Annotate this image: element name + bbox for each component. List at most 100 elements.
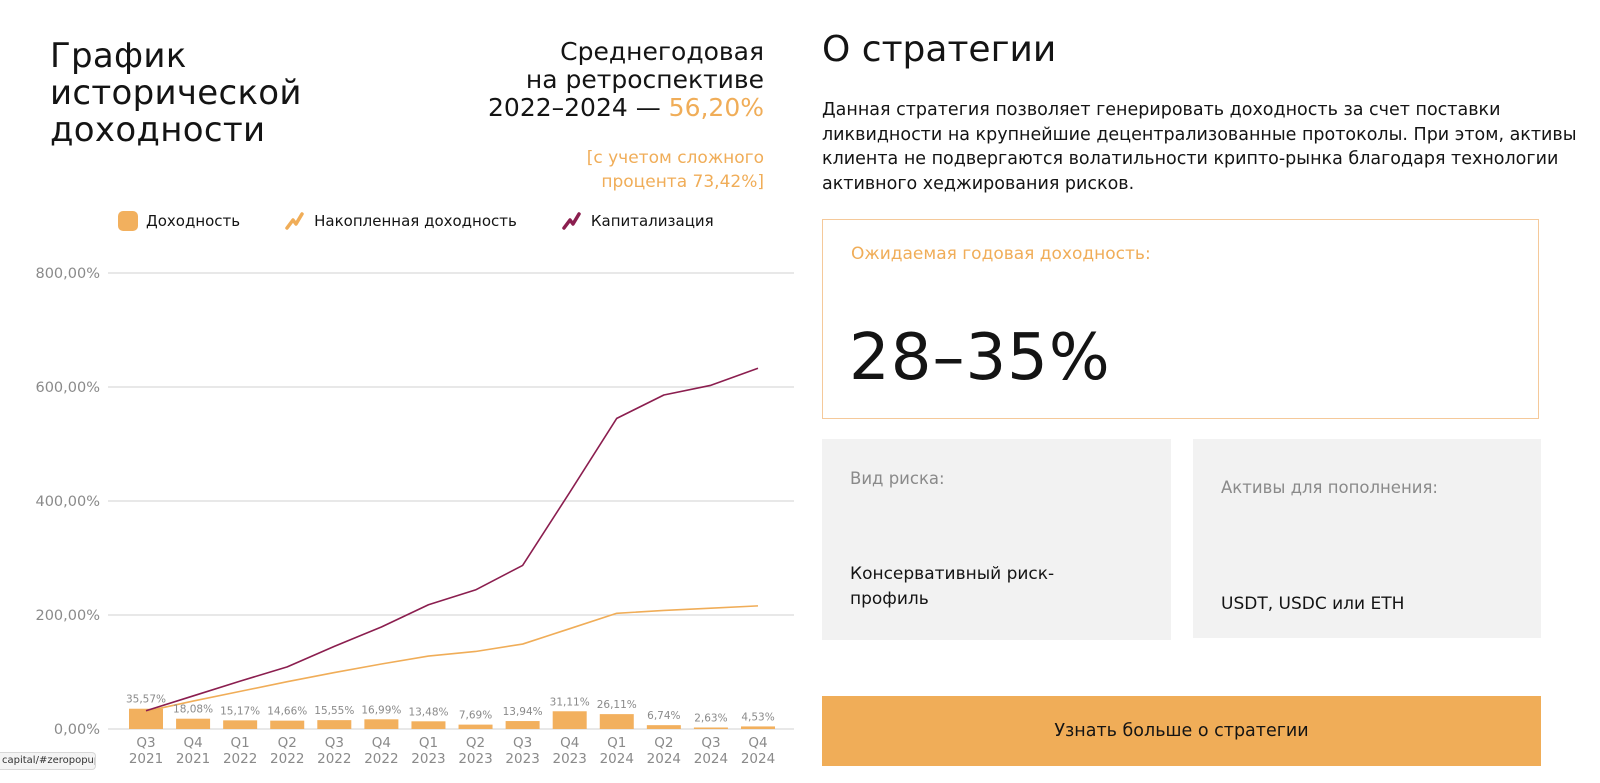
x-tick-quarter: Q4 xyxy=(372,735,391,751)
bar-value-label: 35,57% xyxy=(126,694,166,706)
y-tick-label: 800,00% xyxy=(35,266,100,282)
income-bar xyxy=(176,718,211,729)
compound-note-line-2: процента 73,42%] xyxy=(601,172,764,192)
bar-value-label: 16,99% xyxy=(361,704,401,716)
x-tick-quarter: Q4 xyxy=(748,735,767,751)
x-tick-quarter: Q2 xyxy=(654,735,673,751)
x-tick-year: 2023 xyxy=(505,751,539,767)
legend-label-cumulative: Накопленная доходность xyxy=(314,212,517,230)
capitalization-line-icon xyxy=(562,212,581,230)
x-tick-quarter: Q2 xyxy=(466,735,485,751)
cumulative-return-line xyxy=(145,605,759,713)
income-bar xyxy=(458,724,493,729)
x-tick-year: 2024 xyxy=(694,751,728,767)
income-bar xyxy=(552,711,587,729)
bar-value-label: 18,08% xyxy=(173,704,213,716)
average-annual-summary: Среднегодовая на ретроспективе 2022–2024… xyxy=(488,38,764,122)
historical-returns-chart: 0,00% 200,00% 400,00% 600,00% 800,00% 35,57% 1… xyxy=(35,266,794,767)
deposit-assets-card: Активы для пополнения: USDT, USDC или ET… xyxy=(1193,439,1541,638)
risk-type-card: Вид риска: Консервативный риск-профиль xyxy=(822,439,1171,640)
x-tick-quarter: Q1 xyxy=(231,735,250,751)
x-tick-quarter: Q3 xyxy=(513,735,532,751)
deposit-assets-value: USDT, USDC или ETH xyxy=(1221,594,1405,614)
income-bar xyxy=(223,720,258,729)
bar-value-label: 13,48% xyxy=(408,706,448,718)
x-tick-quarter: Q3 xyxy=(325,735,344,751)
bar-layer xyxy=(129,708,775,729)
deposit-assets-label: Активы для пополнения: xyxy=(1221,478,1438,497)
learn-more-button[interactable]: Узнать больше о стратегии xyxy=(822,696,1541,766)
x-tick-quarter: Q1 xyxy=(607,735,626,751)
legend-label-capitalization: Капитализация xyxy=(590,212,714,230)
bar-value-label: 26,11% xyxy=(597,699,637,711)
bar-value-label: 31,11% xyxy=(550,696,590,708)
x-tick-year: 2021 xyxy=(176,751,210,767)
about-strategy-title: О стратегии xyxy=(822,29,1057,70)
status-url-tooltip: capital/#zeropopup xyxy=(0,752,96,770)
x-tick-quarter: Q1 xyxy=(419,735,438,751)
x-tick-year: 2024 xyxy=(741,751,775,767)
bar-value-label: 2,63% xyxy=(694,713,727,725)
x-tick-year: 2023 xyxy=(458,751,492,767)
x-tick-year: 2022 xyxy=(364,751,398,767)
x-tick-year: 2024 xyxy=(647,751,681,767)
income-bar xyxy=(693,727,728,729)
legend-item-income[interactable]: Доходность xyxy=(118,211,240,231)
cumulative-line-icon xyxy=(285,212,304,230)
bar-value-label: 7,69% xyxy=(459,710,492,722)
capitalization-line xyxy=(145,367,759,712)
income-bar xyxy=(411,721,446,729)
income-swatch-icon xyxy=(118,211,138,231)
average-annual-value: 56,20% xyxy=(668,93,764,122)
income-bar xyxy=(129,708,163,729)
y-tick-label: 600,00% xyxy=(35,380,100,396)
x-tick-year: 2022 xyxy=(270,751,304,767)
risk-type-label: Вид риска: xyxy=(850,469,945,488)
x-tick-year: 2023 xyxy=(553,751,587,767)
bar-value-label: 6,74% xyxy=(647,710,680,722)
income-bar xyxy=(270,720,305,729)
y-tick-label: 0,00% xyxy=(54,722,100,738)
x-tick-year: 2022 xyxy=(223,751,257,767)
income-bar xyxy=(364,719,399,729)
legend-label-income: Доходность xyxy=(146,212,241,230)
y-tick-label: 200,00% xyxy=(35,608,100,624)
summary-line-1: Среднегодовая xyxy=(560,37,764,66)
summary-line-2: на ретроспективе xyxy=(525,65,764,94)
y-tick-label: 400,00% xyxy=(35,494,100,510)
x-tick-year: 2024 xyxy=(600,751,634,767)
chart-title: График исторической доходности xyxy=(50,36,302,150)
x-tick-quarter: Q3 xyxy=(136,735,155,751)
compound-note-line-1: [с учетом сложного xyxy=(586,148,764,168)
summary-line-3: 2022–2024 — 56,20% xyxy=(488,94,764,122)
chart-legend: Доходность Накопленная доходность Капита… xyxy=(118,210,714,232)
income-bar xyxy=(505,721,540,729)
risk-type-value: Консервативный риск-профиль xyxy=(850,564,1055,609)
bar-value-label: 14,66% xyxy=(267,706,307,718)
label-layer: 0,00% 200,00% 400,00% 600,00% 800,00% 35,57% 1… xyxy=(35,266,775,767)
compound-interest-note: [с учетом сложного процента 73,42%] xyxy=(587,146,764,194)
summary-period: 2022–2024 — xyxy=(488,93,669,122)
income-bar xyxy=(646,725,681,729)
expected-return-value: 28–35% xyxy=(849,321,1111,395)
expected-return-label: Ожидаемая годовая доходность: xyxy=(851,244,1151,264)
income-bar xyxy=(741,726,775,729)
legend-item-cumulative[interactable]: Накопленная доходность xyxy=(284,210,517,232)
bar-value-label: 15,17% xyxy=(220,705,260,717)
x-tick-quarter: Q2 xyxy=(278,735,297,751)
x-tick-quarter: Q3 xyxy=(701,735,720,751)
bar-value-label: 13,94% xyxy=(503,706,543,718)
x-tick-year: 2023 xyxy=(411,751,445,767)
income-bar xyxy=(599,714,634,729)
expected-return-card: Ожидаемая годовая доходность: 28–35% xyxy=(822,219,1539,419)
line-layer xyxy=(145,367,759,713)
bar-value-label: 15,55% xyxy=(314,705,354,717)
strategy-description: Данная стратегия позволяет генерировать … xyxy=(822,100,1577,194)
bar-value-label: 4,53% xyxy=(741,711,774,723)
x-tick-quarter: Q4 xyxy=(183,735,202,751)
grid-layer xyxy=(108,272,794,730)
x-tick-quarter: Q4 xyxy=(560,735,579,751)
x-tick-year: 2022 xyxy=(317,751,351,767)
x-tick-year: 2021 xyxy=(129,751,163,767)
legend-item-capitalization[interactable]: Капитализация xyxy=(561,210,714,232)
